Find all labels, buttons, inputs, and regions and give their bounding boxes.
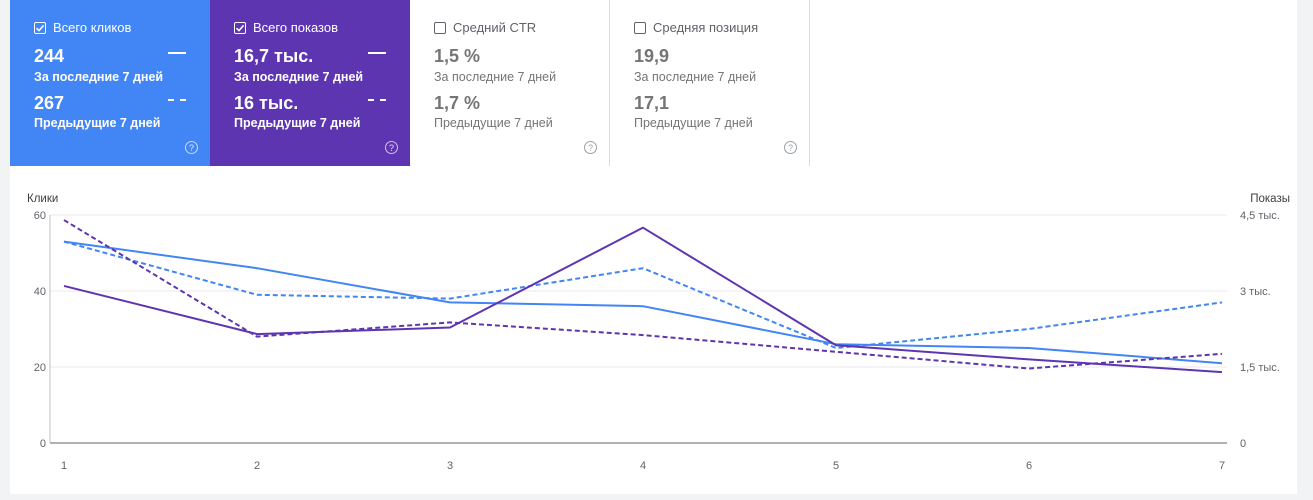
current-value: 19,9 [634, 46, 670, 66]
checkbox-checked[interactable] [234, 21, 246, 34]
previous-period-label: Предыдущие 7 дней [234, 116, 361, 130]
x-tick-label: 7 [1219, 460, 1225, 472]
previous-value: 267 [34, 93, 65, 113]
x-tick-label: 2 [254, 460, 260, 472]
right-axis-ticks: 4,5 тыс. 3 тыс. 1,5 тыс. 0 [1240, 210, 1280, 450]
metric-label: Всего показов [253, 20, 338, 35]
right-tick-label: 4,5 тыс. [1240, 210, 1280, 222]
series-impressions-current [63, 226, 1223, 374]
right-tick-label: 0 [1240, 438, 1246, 450]
series-clicks-previous [63, 240, 1223, 349]
chart-series [63, 219, 1223, 374]
right-axis-title: Показы [1250, 193, 1290, 205]
checkbox-unchecked[interactable] [434, 21, 446, 34]
checkbox-unchecked[interactable] [634, 21, 646, 34]
previous-value: 17,1 [634, 93, 670, 113]
series-impressions-previous [63, 219, 1223, 370]
metric-header: Всего кликов [34, 20, 131, 35]
metric-tile-impressions[interactable]: Всего показов 16,7 тыс. За последние 7 д… [210, 0, 410, 166]
current-period-label: За последние 7 дней [634, 70, 757, 84]
right-tick-label: 3 тыс. [1240, 286, 1271, 298]
left-tick-label: 60 [34, 210, 46, 222]
previous-period-label: Предыдущие 7 дней [34, 116, 161, 130]
left-axis-ticks: 60 40 20 0 [34, 210, 46, 450]
current-period-label: За последние 7 дней [234, 70, 364, 84]
left-tick-label: 0 [40, 438, 46, 450]
x-tick-label: 6 [1026, 460, 1032, 472]
metric-header: Всего показов [234, 20, 338, 35]
solid-line-legend-icon [168, 52, 186, 54]
previous-value: 16 тыс. [234, 93, 299, 113]
x-tick-label: 4 [640, 460, 646, 472]
current-period-label: За последние 7 дней [434, 70, 557, 84]
current-value: 16,7 тыс. [234, 46, 314, 66]
previous-period-label: Предыдущие 7 дней [434, 116, 553, 130]
dashed-line-legend-icon [368, 99, 386, 101]
previous-value: 1,7 % [434, 93, 481, 113]
metric-label: Средняя позиция [653, 20, 759, 35]
help-icon[interactable]: ? [385, 141, 398, 154]
left-tick-label: 20 [34, 362, 46, 374]
metric-label: Средний CTR [453, 20, 537, 35]
current-value: 244 [34, 46, 65, 66]
metric-tile-position[interactable]: Средняя позиция 19,9 За последние 7 дней… [610, 0, 810, 166]
checkbox-checked[interactable] [34, 21, 46, 34]
metric-tile-clicks[interactable]: Всего кликов 244 За последние 7 дней 267… [10, 0, 210, 166]
metric-header: Средний CTR [434, 20, 536, 35]
current-period-label: За последние 7 дней [34, 70, 164, 84]
previous-period-label: Предыдущие 7 дней [634, 116, 753, 130]
right-tick-label: 1,5 тыс. [1240, 362, 1280, 374]
metric-tile-ctr[interactable]: Средний CTR 1,5 % За последние 7 дней 1,… [410, 0, 610, 166]
metric-header: Средняя позиция [634, 20, 758, 35]
help-icon[interactable]: ? [584, 141, 597, 154]
solid-line-legend-icon [368, 52, 386, 54]
checkmark-icon [35, 24, 45, 32]
x-tick-label: 3 [447, 460, 453, 472]
checkmark-icon [235, 24, 245, 32]
help-icon[interactable]: ? [784, 141, 797, 154]
help-icon[interactable]: ? [185, 141, 198, 154]
dashed-line-legend-icon [168, 99, 186, 101]
metric-label: Всего кликов [53, 20, 132, 35]
current-value: 1,5 % [434, 46, 481, 66]
x-tick-label: 5 [833, 460, 839, 472]
x-tick-label: 1 [61, 460, 67, 472]
metrics-row: Всего кликов 244 За последние 7 дней 267… [10, 0, 810, 166]
left-axis-title: Клики [27, 193, 58, 205]
series-clicks-current [63, 240, 1223, 365]
left-tick-label: 40 [34, 286, 46, 298]
x-axis-ticks: 1 2 3 4 5 6 7 [61, 460, 1225, 472]
chart-grid [49, 214, 1227, 444]
